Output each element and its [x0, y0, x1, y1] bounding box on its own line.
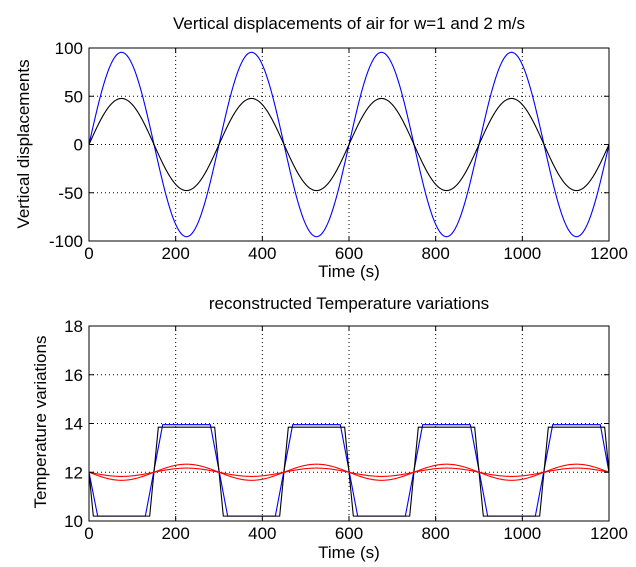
bottom-y-tick-label-12: 12: [64, 463, 83, 482]
bottom-x-tick-label-200: 200: [161, 524, 189, 543]
bottom-y-tick-label-16: 16: [64, 366, 83, 385]
top-x-axis-label: Time (s): [318, 262, 380, 281]
bottom-x-tick-label-1200: 1200: [590, 524, 628, 543]
top-x-tick-label-200: 200: [161, 244, 189, 263]
top-ticks: 0 200 400 600 800 1000 1200 -100 -50 0 50 100: [49, 39, 628, 263]
top-y-tick-label--50: -50: [58, 184, 83, 203]
top-y-tick-label-0: 0: [74, 136, 83, 155]
bottom-chart: reconstructed Temperature variations 0 20…: [31, 294, 628, 562]
bottom-series-3-line: [88, 467, 610, 477]
top-x-tick-label-0: 0: [84, 244, 93, 263]
top-series-1-line: [88, 97, 610, 192]
top-chart-title: Vertical displacements of air for w=1 an…: [173, 14, 525, 33]
bottom-y-axis-label: Temperature variations: [31, 336, 50, 509]
bottom-ticks: 0 200 400 600 800 1000 1200 10 12 14 16 18: [64, 317, 628, 543]
bottom-series-1-line: [88, 426, 610, 517]
bottom-x-tick-label-0: 0: [84, 524, 93, 543]
bottom-x-tick-label-1000: 1000: [503, 524, 541, 543]
top-x-tick-label-1000: 1000: [503, 244, 541, 263]
top-x-tick-label-400: 400: [248, 244, 276, 263]
top-series-lines: [88, 51, 610, 238]
top-x-tick-label-1200: 1200: [590, 244, 628, 263]
top-y-tick-label-50: 50: [64, 87, 83, 106]
top-x-tick-label-600: 600: [335, 244, 363, 263]
bottom-x-tick-label-800: 800: [421, 524, 449, 543]
bottom-y-tick-label-14: 14: [64, 415, 83, 434]
bottom-x-tick-label-600: 600: [335, 524, 363, 543]
top-x-tick-label-800: 800: [421, 244, 449, 263]
bottom-series-lines: [88, 424, 610, 517]
top-chart: Vertical displacements of air for w=1 an…: [14, 14, 628, 281]
top-y-axis-label: Vertical displacements: [14, 59, 33, 228]
bottom-y-tick-label-10: 10: [64, 512, 83, 531]
top-y-tick-label-100: 100: [55, 39, 83, 58]
bottom-chart-title: reconstructed Temperature variations: [209, 294, 489, 313]
bottom-y-tick-label-18: 18: [64, 317, 83, 336]
bottom-x-axis-label: Time (s): [318, 543, 380, 562]
bottom-x-tick-label-400: 400: [248, 524, 276, 543]
top-y-tick-label--100: -100: [49, 232, 83, 251]
